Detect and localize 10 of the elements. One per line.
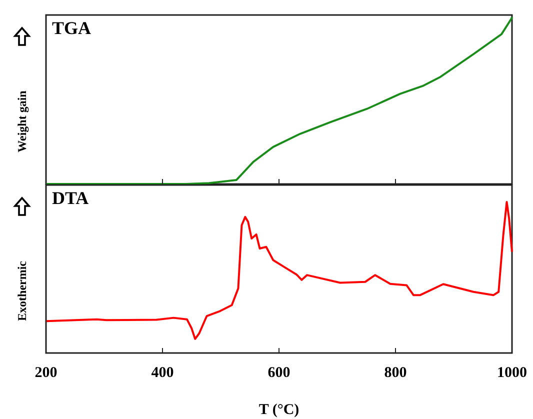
chart-title: TGA (52, 18, 92, 38)
x-tick-label: 1000 (497, 365, 527, 381)
x-tick-label: 200 (34, 365, 58, 381)
y-axis-title: Exothermic (15, 260, 29, 321)
x-tick-label: 400 (151, 365, 174, 381)
x-tick-label: 600 (268, 365, 290, 381)
y-axis-title: Weight gain (15, 90, 29, 152)
chart-title: DTA (52, 188, 89, 208)
x-axis-title: T (°C) (258, 402, 300, 418)
x-tick-label: 800 (384, 365, 407, 381)
